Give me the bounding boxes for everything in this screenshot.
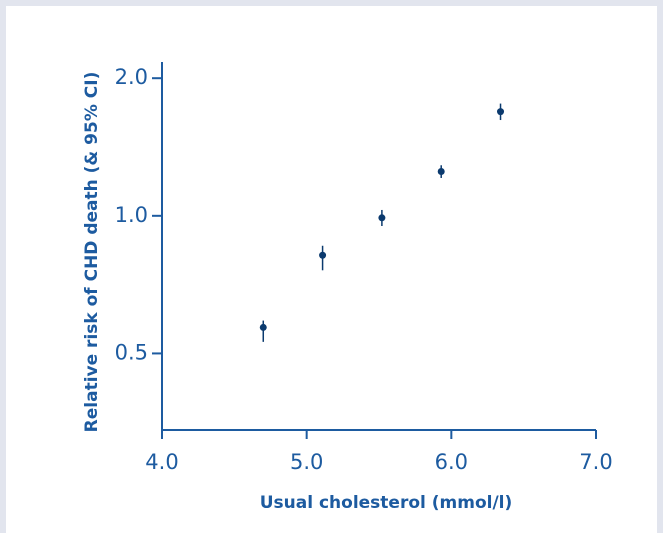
point (319, 251, 327, 259)
y-axis-title: Relative risk of CHD death (& 95% CI) (82, 72, 102, 433)
panel (6, 6, 657, 533)
x-tick-label: 7.0 (579, 450, 612, 474)
y-tick-label: 1.0 (115, 203, 148, 227)
x-tick-label: 4.0 (145, 450, 178, 474)
point (378, 214, 386, 222)
point (259, 323, 267, 331)
point (497, 108, 505, 116)
y-tick-label: 0.5 (115, 340, 148, 364)
x-tick-label: 5.0 (290, 450, 323, 474)
x-tick-label: 6.0 (435, 450, 468, 474)
point (437, 168, 445, 176)
x-axis-title: Usual cholesterol (mmol/l) (260, 493, 513, 513)
y-tick-label: 2.0 (115, 65, 148, 89)
